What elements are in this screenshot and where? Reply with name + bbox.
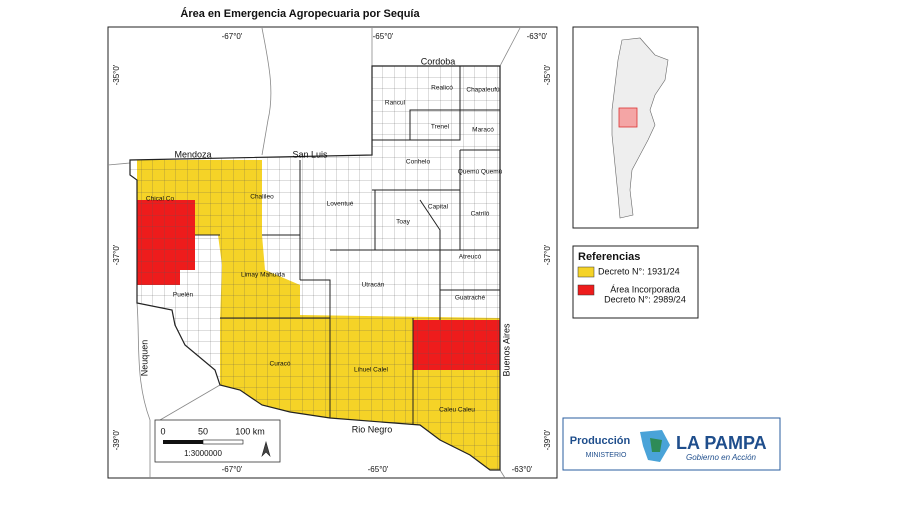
neighbour-boundaries: [107, 27, 521, 479]
legend-swatch: [577, 284, 595, 296]
legend-label: Decreto N°: 1931/24: [598, 266, 680, 276]
department-label: Realicó: [431, 85, 453, 92]
department-label: Loventué: [327, 201, 354, 208]
logo-ministry: Producción: [570, 435, 631, 447]
department-label: Toay: [396, 219, 410, 226]
coord-label: -65°0': [368, 465, 389, 474]
department-label: Catriló: [471, 211, 490, 218]
coord-label: -37°0': [112, 244, 121, 265]
department-label: Rancul: [385, 100, 406, 107]
logo-ministry-sub: MINISTERIO: [586, 452, 627, 459]
department-label: Chical Co: [146, 196, 175, 203]
department-label: Caleu Caleu: [439, 407, 475, 414]
department-label: Guatraché: [455, 295, 486, 302]
north-arrow: [261, 440, 271, 458]
coord-label: -67°0': [222, 465, 243, 474]
coord-label: -63°0': [512, 465, 533, 474]
coord-label: -39°0': [112, 429, 121, 450]
province-label: Mendoza: [174, 149, 211, 159]
department-label: Limay Mahuida: [241, 272, 285, 279]
department-label: Capital: [428, 204, 449, 211]
department-label: Atreucó: [459, 254, 482, 261]
legend-swatch: [577, 266, 595, 278]
scale-ratio: 1:3000000: [184, 449, 222, 458]
logo-province: LA PAMPA: [676, 433, 767, 453]
scale-label: 50: [198, 426, 208, 436]
legend-label: Área Incorporada: [610, 284, 680, 294]
inset-map: [572, 26, 699, 229]
coord-label: -37°0': [543, 244, 552, 265]
department-label: Maracó: [472, 127, 494, 134]
province-label: Cordoba: [421, 56, 456, 66]
department-label: Conhelo: [406, 159, 431, 166]
coord-label: -35°0': [112, 64, 121, 85]
province-label: Neuquen: [139, 340, 149, 377]
department-label: Curacó: [270, 361, 291, 368]
department-label: Puelén: [173, 292, 194, 299]
scale-label: 100 km: [235, 426, 265, 436]
department-boundaries: [195, 66, 500, 440]
coord-label: -35°0': [543, 64, 552, 85]
department-label: Trenel: [431, 124, 450, 131]
legend: Referencias Decreto N°: 1931/24 Área Inco…: [572, 245, 699, 319]
province-label: Buenos Aires: [501, 323, 511, 377]
map-title: Área en Emergencia Agropecuaria por Sequ…: [180, 7, 420, 20]
department-label: Utracán: [362, 282, 385, 289]
department-label: Lihuel Calel: [354, 367, 389, 374]
department-label: Quemú Quemú: [458, 169, 503, 176]
logo-slogan: Gobierno en Acción: [686, 453, 757, 462]
province-outline: [129, 65, 501, 471]
province-label: San Luis: [292, 149, 328, 159]
scale-bar: 0 50 100 km 1:3000000: [154, 419, 281, 463]
coord-label: -65°0': [373, 32, 394, 41]
department-label: Chapaleufú: [466, 87, 500, 94]
scale-label: 0: [160, 426, 165, 436]
coord-label: -63°0': [527, 32, 548, 41]
province-label: Rio Negro: [352, 424, 393, 434]
department-label: Chalileo: [250, 194, 274, 201]
coord-label: -67°0': [222, 32, 243, 41]
coord-label: -39°0': [543, 429, 552, 450]
legend-title: Referencias: [578, 251, 640, 263]
legend-label: Decreto N°: 2989/24: [604, 294, 686, 304]
logo: Producción MINISTERIO LA PAMPA Gobierno …: [562, 417, 781, 471]
